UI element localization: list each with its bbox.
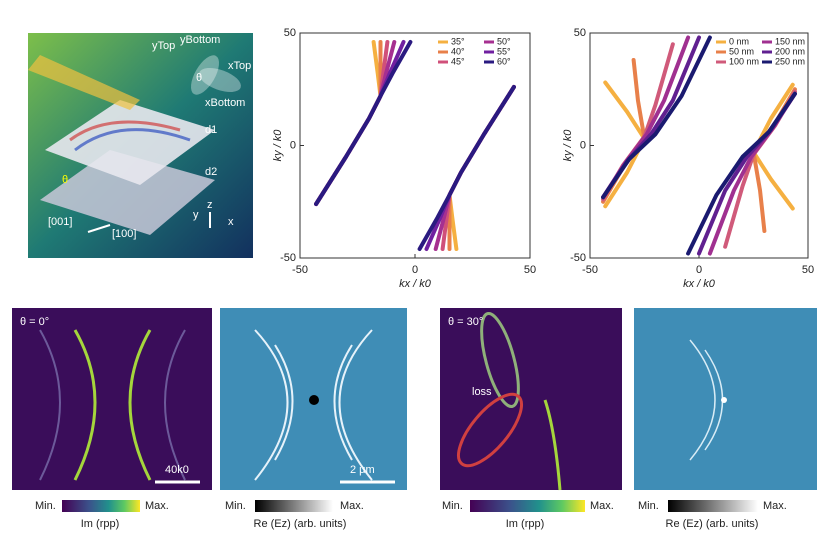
legend-label: 45° [451,56,465,66]
y-tick-label: -50 [280,252,296,264]
label: d1 [205,124,217,136]
x-axis-label: kx / k0 [399,278,432,290]
schematic: yTop yBottom xTop xBottom θ d1 d2 θ [001… [28,33,253,258]
series-line [314,40,516,251]
legend-label: 250 nm [775,56,805,66]
x-tick-label: 0 [696,264,702,276]
legend-label: 150 nm [775,36,805,46]
plot-frame [299,32,531,259]
panel-label: θ = 30° [448,316,483,328]
colorbar-label: Re (Ez) (arb. units) [254,518,347,530]
y-tick-label: 50 [574,27,586,39]
plot-frame [589,32,809,259]
label: θ [196,72,202,84]
label: xTop [228,60,251,72]
y-axis-label: ky / k0 [562,129,574,162]
x-tick-label: 0 [412,264,418,276]
map-panels: θ = 0° 40k0 Min. Max. Im (rpp) 2 μm Min.… [12,308,817,530]
colorbar-label: Im (rpp) [81,518,120,530]
series-line [601,58,797,233]
legend-label: 55° [497,46,511,56]
label: y [193,209,199,221]
series-line [601,35,797,256]
y-tick-label: -50 [570,252,586,264]
label: θ [62,174,68,186]
x-tick-label: 50 [524,264,536,276]
colorbar-max: Max. [763,500,787,512]
colorbar-max: Max. [340,500,364,512]
y-tick-label: 0 [580,139,586,151]
label: z [207,199,213,211]
label: d2 [205,166,217,178]
x-tick-label: 50 [802,264,814,276]
panel-label: θ = 0° [20,316,49,328]
legend-label: 50° [497,36,511,46]
colorbar-min: Min. [35,500,56,512]
scale-label: 2 μm [350,464,375,476]
annotation: loss [472,386,492,398]
series-line [314,40,516,251]
label: yTop [152,40,175,52]
x-axis-label: kx / k0 [683,278,716,290]
y-tick-label: 50 [284,27,296,39]
y-axis-label: ky / k0 [272,129,284,162]
legend-label: 35° [451,36,465,46]
legend-label: 100 nm [729,56,759,66]
colorbar-min: Min. [638,500,659,512]
series-line [601,35,797,256]
x-tick-label: -50 [292,264,308,276]
label: xBottom [205,97,245,109]
label: [001] [48,216,72,228]
y-tick-label: 0 [290,139,296,151]
series-line [601,42,797,249]
legend-label: 200 nm [775,46,805,56]
legend-label: 0 nm [729,36,749,46]
colorbar-max: Max. [590,500,614,512]
series-line [601,35,797,256]
label: x [228,216,234,228]
series-line [314,40,516,251]
colorbar-label: Im (rpp) [506,518,545,530]
colorbar-label: Re (Ez) (arb. units) [666,518,759,530]
legend-label: 40° [451,46,465,56]
colorbar-max: Max. [145,500,169,512]
label: [100] [112,228,136,240]
series-line [314,40,516,251]
scale-label: 40k0 [165,464,189,476]
series-line [314,40,516,251]
colorbar-min: Min. [225,500,246,512]
x-tick-label: -50 [582,264,598,276]
label: yBottom [180,34,220,46]
series-line [314,40,516,251]
legend-label: 60° [497,56,511,66]
colorbar-min: Min. [442,500,463,512]
legend-label: 50 nm [729,46,754,56]
series-line [603,80,795,211]
